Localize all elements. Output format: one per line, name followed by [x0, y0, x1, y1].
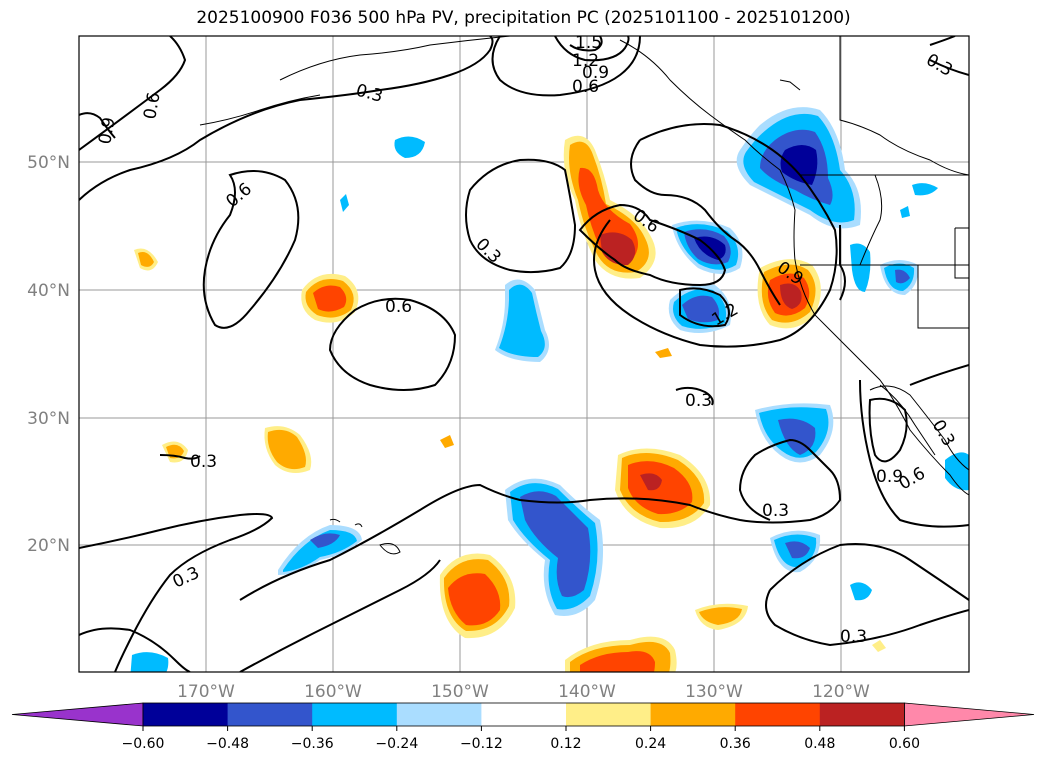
map-content: 0.6 0.6 0.6 0.3 0.3 0.3 0.3 0.3 0.3 0.3 …	[79, 33, 969, 672]
colorbar-segment	[819, 703, 905, 726]
lon-label-120w: 120°W	[812, 682, 870, 702]
colorbar-extend-low	[11, 702, 144, 727]
contour-label-0p6-c: 0.6	[140, 91, 164, 121]
colorbar-tick-label: 0.48	[804, 736, 835, 752]
colorbar-extend-high	[904, 702, 1035, 727]
map-border	[78, 35, 970, 673]
lat-label-40n: 40°N	[27, 281, 70, 301]
contour-label-1p2-a: 1.2	[572, 51, 599, 71]
colorbar-tick-label: 0.12	[550, 736, 581, 752]
contour-label-0p6-e: 0.6	[572, 77, 599, 97]
lon-label-170w: 170°W	[177, 682, 235, 702]
colorbar-tick-label: 0.36	[720, 736, 751, 752]
contour-label-0p9-d: 0.9	[95, 116, 119, 146]
lat-label-50n: 50°N	[27, 153, 70, 173]
contour-label-0p9-c: 0.9	[876, 467, 903, 487]
contour-label-0p3-f: 0.3	[840, 627, 867, 647]
pv-contours	[79, 36, 969, 672]
coastlines	[199, 36, 969, 555]
negative-precip-areas	[130, 107, 969, 672]
positive-precip-areas	[134, 135, 886, 672]
colorbar-segment	[481, 703, 567, 726]
colorbar-tick-label: −0.24	[375, 736, 418, 752]
colorbar-segment	[312, 703, 398, 726]
lon-label-140w: 140°W	[558, 682, 616, 702]
map-title: 2025100900 F036 500 hPa PV, precipitatio…	[196, 8, 851, 28]
lat-label-30n: 30°N	[27, 409, 70, 429]
colorbar-segment	[143, 703, 229, 726]
contour-label-1p5: 1.5	[575, 33, 602, 53]
colorbar-segment	[650, 703, 736, 726]
latitude-labels: 50°N 40°N 30°N 20°N	[27, 153, 70, 556]
contour-label-0p3-d: 0.3	[190, 452, 217, 472]
lon-label-150w: 150°W	[431, 682, 489, 702]
lon-label-130w: 130°W	[685, 682, 743, 702]
colorbar-segment	[566, 703, 652, 726]
colorbar: −0.60 −0.48 −0.36 −0.24 −0.12 0.12 0.24 0.36 0.4…	[11, 702, 1035, 752]
colorbar-tick-label: 0.60	[889, 736, 920, 752]
colorbar-tick-label: −0.60	[122, 736, 165, 752]
lon-label-160w: 160°W	[304, 682, 362, 702]
colorbar-segment	[227, 703, 313, 726]
colorbar-tick-label: −0.12	[460, 736, 503, 752]
colorbar-segment	[735, 703, 821, 726]
contour-label-0p9-a: 0.9	[582, 63, 609, 83]
colorbar-outline	[142, 702, 905, 727]
colorbar-tick-label: −0.36	[291, 736, 334, 752]
contour-label-0p3-e: 0.3	[762, 501, 789, 521]
colorbar-tick-label: 0.24	[635, 736, 666, 752]
colorbar-segment	[396, 703, 482, 726]
longitude-labels: 170°W 160°W 150°W 140°W 130°W 120°W	[177, 682, 870, 702]
lat-label-20n: 20°N	[27, 536, 70, 556]
contour-label-0p3-c: 0.3	[685, 391, 712, 411]
contour-label-0p6-a: 0.6	[385, 297, 412, 317]
colorbar-tick-label: −0.48	[206, 736, 249, 752]
